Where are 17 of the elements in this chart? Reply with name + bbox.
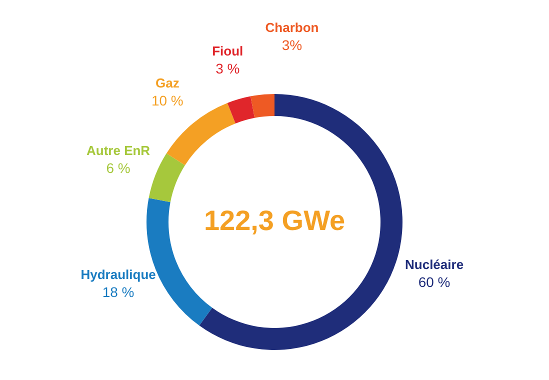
data-label: 3 % xyxy=(216,60,240,77)
donut-slice xyxy=(199,94,402,350)
data-label: 10 % xyxy=(151,92,184,109)
data-label: 60 % xyxy=(418,274,450,290)
donut-slice xyxy=(227,96,255,124)
slice-label: Fioul xyxy=(212,44,244,59)
slice-label: Gaz xyxy=(155,76,180,91)
slice-label: Charbon xyxy=(265,20,319,35)
data-label: 6 % xyxy=(106,160,130,176)
data-label: 3% xyxy=(282,36,302,53)
text: 122,3 GWe xyxy=(204,205,346,236)
donut-slice xyxy=(148,153,185,202)
donut-slice xyxy=(250,94,274,118)
slice-label: Autre EnR xyxy=(86,143,151,158)
slice-label: Hydraulique xyxy=(80,266,156,282)
data-label: 18 % xyxy=(102,284,134,300)
slice-label: Nucléaire xyxy=(405,256,464,272)
